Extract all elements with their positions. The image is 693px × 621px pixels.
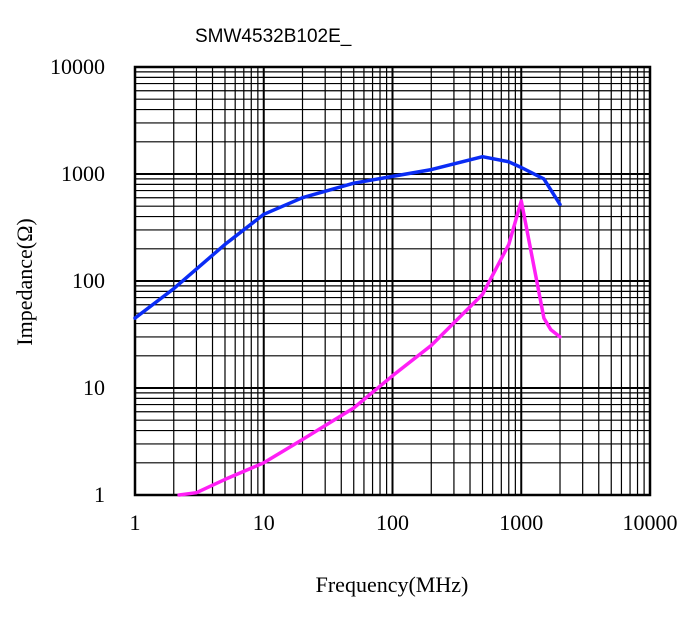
y-tick-label: 10000 [50,54,105,79]
plot-frame [133,65,652,497]
x-tick-label: 10 [253,510,275,535]
y-tick-labels: 1 10 100 1000 10000 [50,54,105,507]
y-tick-label: 100 [72,268,105,293]
y-tick-label: 10 [83,375,105,400]
y-tick-label: 1 [94,482,105,507]
y-tick-label: 1000 [61,161,105,186]
x-tick-label: 1000 [499,510,543,535]
x-tick-labels: 1 10 100 1000 10000 [130,510,678,535]
series-line-1 [133,154,562,320]
grid [135,67,650,495]
chart-title: SMW4532B102E_ [195,26,352,47]
x-tick-label: 100 [376,510,409,535]
x-tick-label: 10000 [623,510,678,535]
y-axis-label: Impedance(Ω) [12,218,37,346]
series-group [133,154,562,497]
x-axis-label: Frequency(MHz) [316,572,469,597]
x-tick-label: 1 [130,510,141,535]
series-line-2 [177,199,562,497]
